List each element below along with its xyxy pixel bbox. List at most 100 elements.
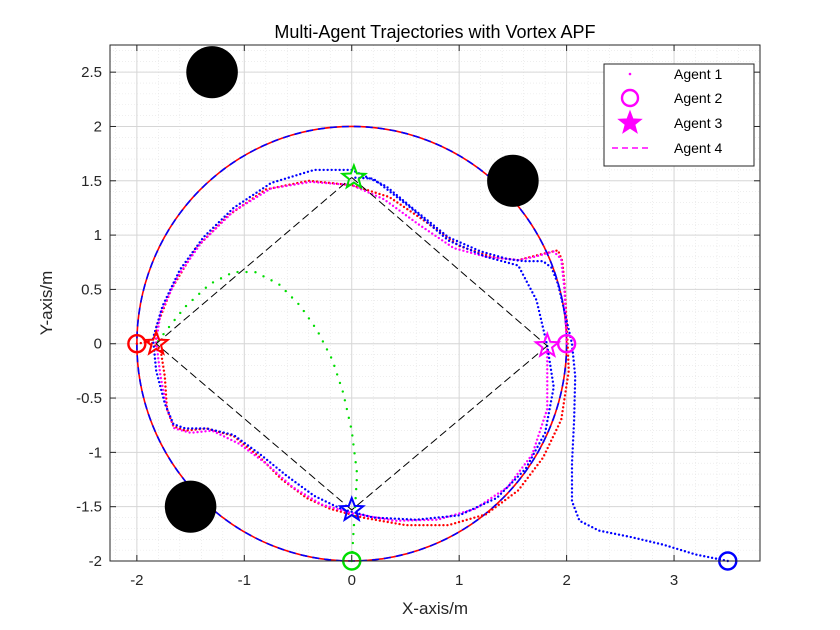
trajectory-point-blue <box>572 355 575 358</box>
trajectory-point-magenta <box>230 438 233 442</box>
trajectory-point-red <box>306 497 309 500</box>
trajectory-point-blue <box>362 513 365 517</box>
trajectory-point-red <box>516 489 520 492</box>
trajectory-point-blue <box>484 255 487 258</box>
trajectory-point-blue <box>425 517 428 520</box>
trajectory-point-magenta <box>411 218 414 222</box>
trajectory-point-green <box>352 523 356 527</box>
trajectory-point-magenta <box>158 369 161 372</box>
trajectory-point-green <box>347 416 351 420</box>
trajectory-point-red <box>491 508 494 511</box>
goal-star-red <box>142 328 171 356</box>
trajectory-point-blue <box>524 466 528 470</box>
trajectory-point-blue <box>186 257 190 260</box>
trajectory-point-green <box>335 373 339 376</box>
trajectory-point-red <box>541 457 544 460</box>
x-tick-labels: -2 -1 0 1 2 3 <box>130 572 678 589</box>
trajectory-point-green <box>354 461 357 464</box>
trajectory-point-red <box>548 443 551 446</box>
trajectory-point-magenta <box>233 440 237 443</box>
trajectory-point-magenta <box>220 221 224 224</box>
trajectory-point-blue <box>573 403 576 406</box>
trajectory-point-magenta <box>565 338 568 341</box>
trajectory-point-red <box>477 515 480 518</box>
trajectory-point-blue <box>283 177 287 180</box>
y-tick-label: -0.5 <box>76 390 102 407</box>
trajectory-point-blue <box>606 531 609 534</box>
trajectory-point-red <box>402 205 406 209</box>
trajectory-point-blue <box>511 481 514 484</box>
trajectory-point-magenta <box>156 329 160 332</box>
trajectory-point-blue <box>573 367 576 370</box>
y-tick-label: 1.5 <box>81 173 102 190</box>
trajectory-point-magenta <box>186 260 190 263</box>
trajectory-point-blue <box>429 224 433 227</box>
trajectory-point-blue <box>193 247 197 251</box>
trajectory-point-red <box>378 192 381 196</box>
trajectory-point-red <box>182 428 185 432</box>
trajectory-point-magenta <box>287 482 290 485</box>
trajectory-point-blue <box>429 221 432 225</box>
trajectory-point-magenta <box>546 376 549 379</box>
start-marker-red <box>127 334 147 354</box>
trajectory-point-blue <box>539 317 543 321</box>
trajectory-point-blue <box>574 375 577 378</box>
trajectory-point-magenta <box>385 199 388 203</box>
trajectory-point-blue <box>338 168 341 172</box>
trajectory-point-blue <box>573 383 577 386</box>
trajectory-point-blue <box>338 507 342 510</box>
trajectory-point-magenta <box>301 182 304 185</box>
trajectory-point-red <box>546 446 549 450</box>
trajectory-point-blue <box>163 299 167 302</box>
trajectory-point-red <box>430 523 433 527</box>
trajectory-point-blue <box>291 175 294 178</box>
trajectory-point-blue <box>541 325 544 328</box>
trajectory-point-blue <box>516 259 519 262</box>
trajectory-point-red <box>406 208 409 211</box>
trajectory-point-red <box>473 516 476 519</box>
trajectory-point-blue <box>656 542 660 545</box>
trajectory-point-blue <box>420 214 423 217</box>
trajectory-point-blue <box>258 189 262 192</box>
trajectory-point-blue <box>567 327 570 331</box>
trajectory-point-blue <box>522 469 525 473</box>
trajectory-point-blue <box>570 339 573 342</box>
trajectory-point-green <box>341 390 344 393</box>
trajectory-point-magenta <box>297 182 300 186</box>
trajectory-point-blue <box>548 408 551 411</box>
trajectory-point-blue <box>432 226 436 230</box>
trajectory-point-red <box>157 346 160 350</box>
trajectory-point-magenta <box>374 194 378 197</box>
trajectory-point-red <box>558 421 561 424</box>
trajectory-point-blue <box>165 295 168 299</box>
trajectory-point-blue <box>529 287 532 291</box>
trajectory-point-magenta <box>434 234 437 238</box>
trajectory-point-magenta <box>179 270 183 273</box>
trajectory-point-blue <box>489 252 492 256</box>
trajectory-point-red <box>386 520 389 524</box>
trajectory-point-blue <box>206 232 209 235</box>
trajectory-point-magenta <box>229 213 232 216</box>
trajectory-point-blue <box>449 515 452 518</box>
trajectory-point-blue <box>310 492 313 496</box>
trajectory-point-blue <box>580 520 583 524</box>
trajectory-point-magenta <box>564 322 568 325</box>
trajectory-point-blue <box>479 504 482 507</box>
trajectory-point-green <box>262 275 265 278</box>
trajectory-point-green <box>204 286 208 289</box>
trajectory-point-red <box>385 195 389 198</box>
legend-label: Agent 2 <box>674 90 722 106</box>
trajectory-point-magenta <box>399 519 402 522</box>
trajectory-point-green <box>333 364 336 368</box>
trajectory-point-blue <box>571 351 575 354</box>
trajectory-point-magenta <box>256 456 260 459</box>
trajectory-point-magenta <box>408 216 411 219</box>
trajectory-point-blue <box>199 427 202 430</box>
trajectory-point-blue <box>255 191 258 194</box>
trajectory-point-blue <box>287 176 290 179</box>
trajectory-point-blue <box>401 517 405 521</box>
trajectory-point-magenta <box>395 206 398 210</box>
trajectory-point-red <box>555 249 558 252</box>
trajectory-point-green <box>302 309 306 313</box>
trajectory-point-red <box>402 523 405 526</box>
